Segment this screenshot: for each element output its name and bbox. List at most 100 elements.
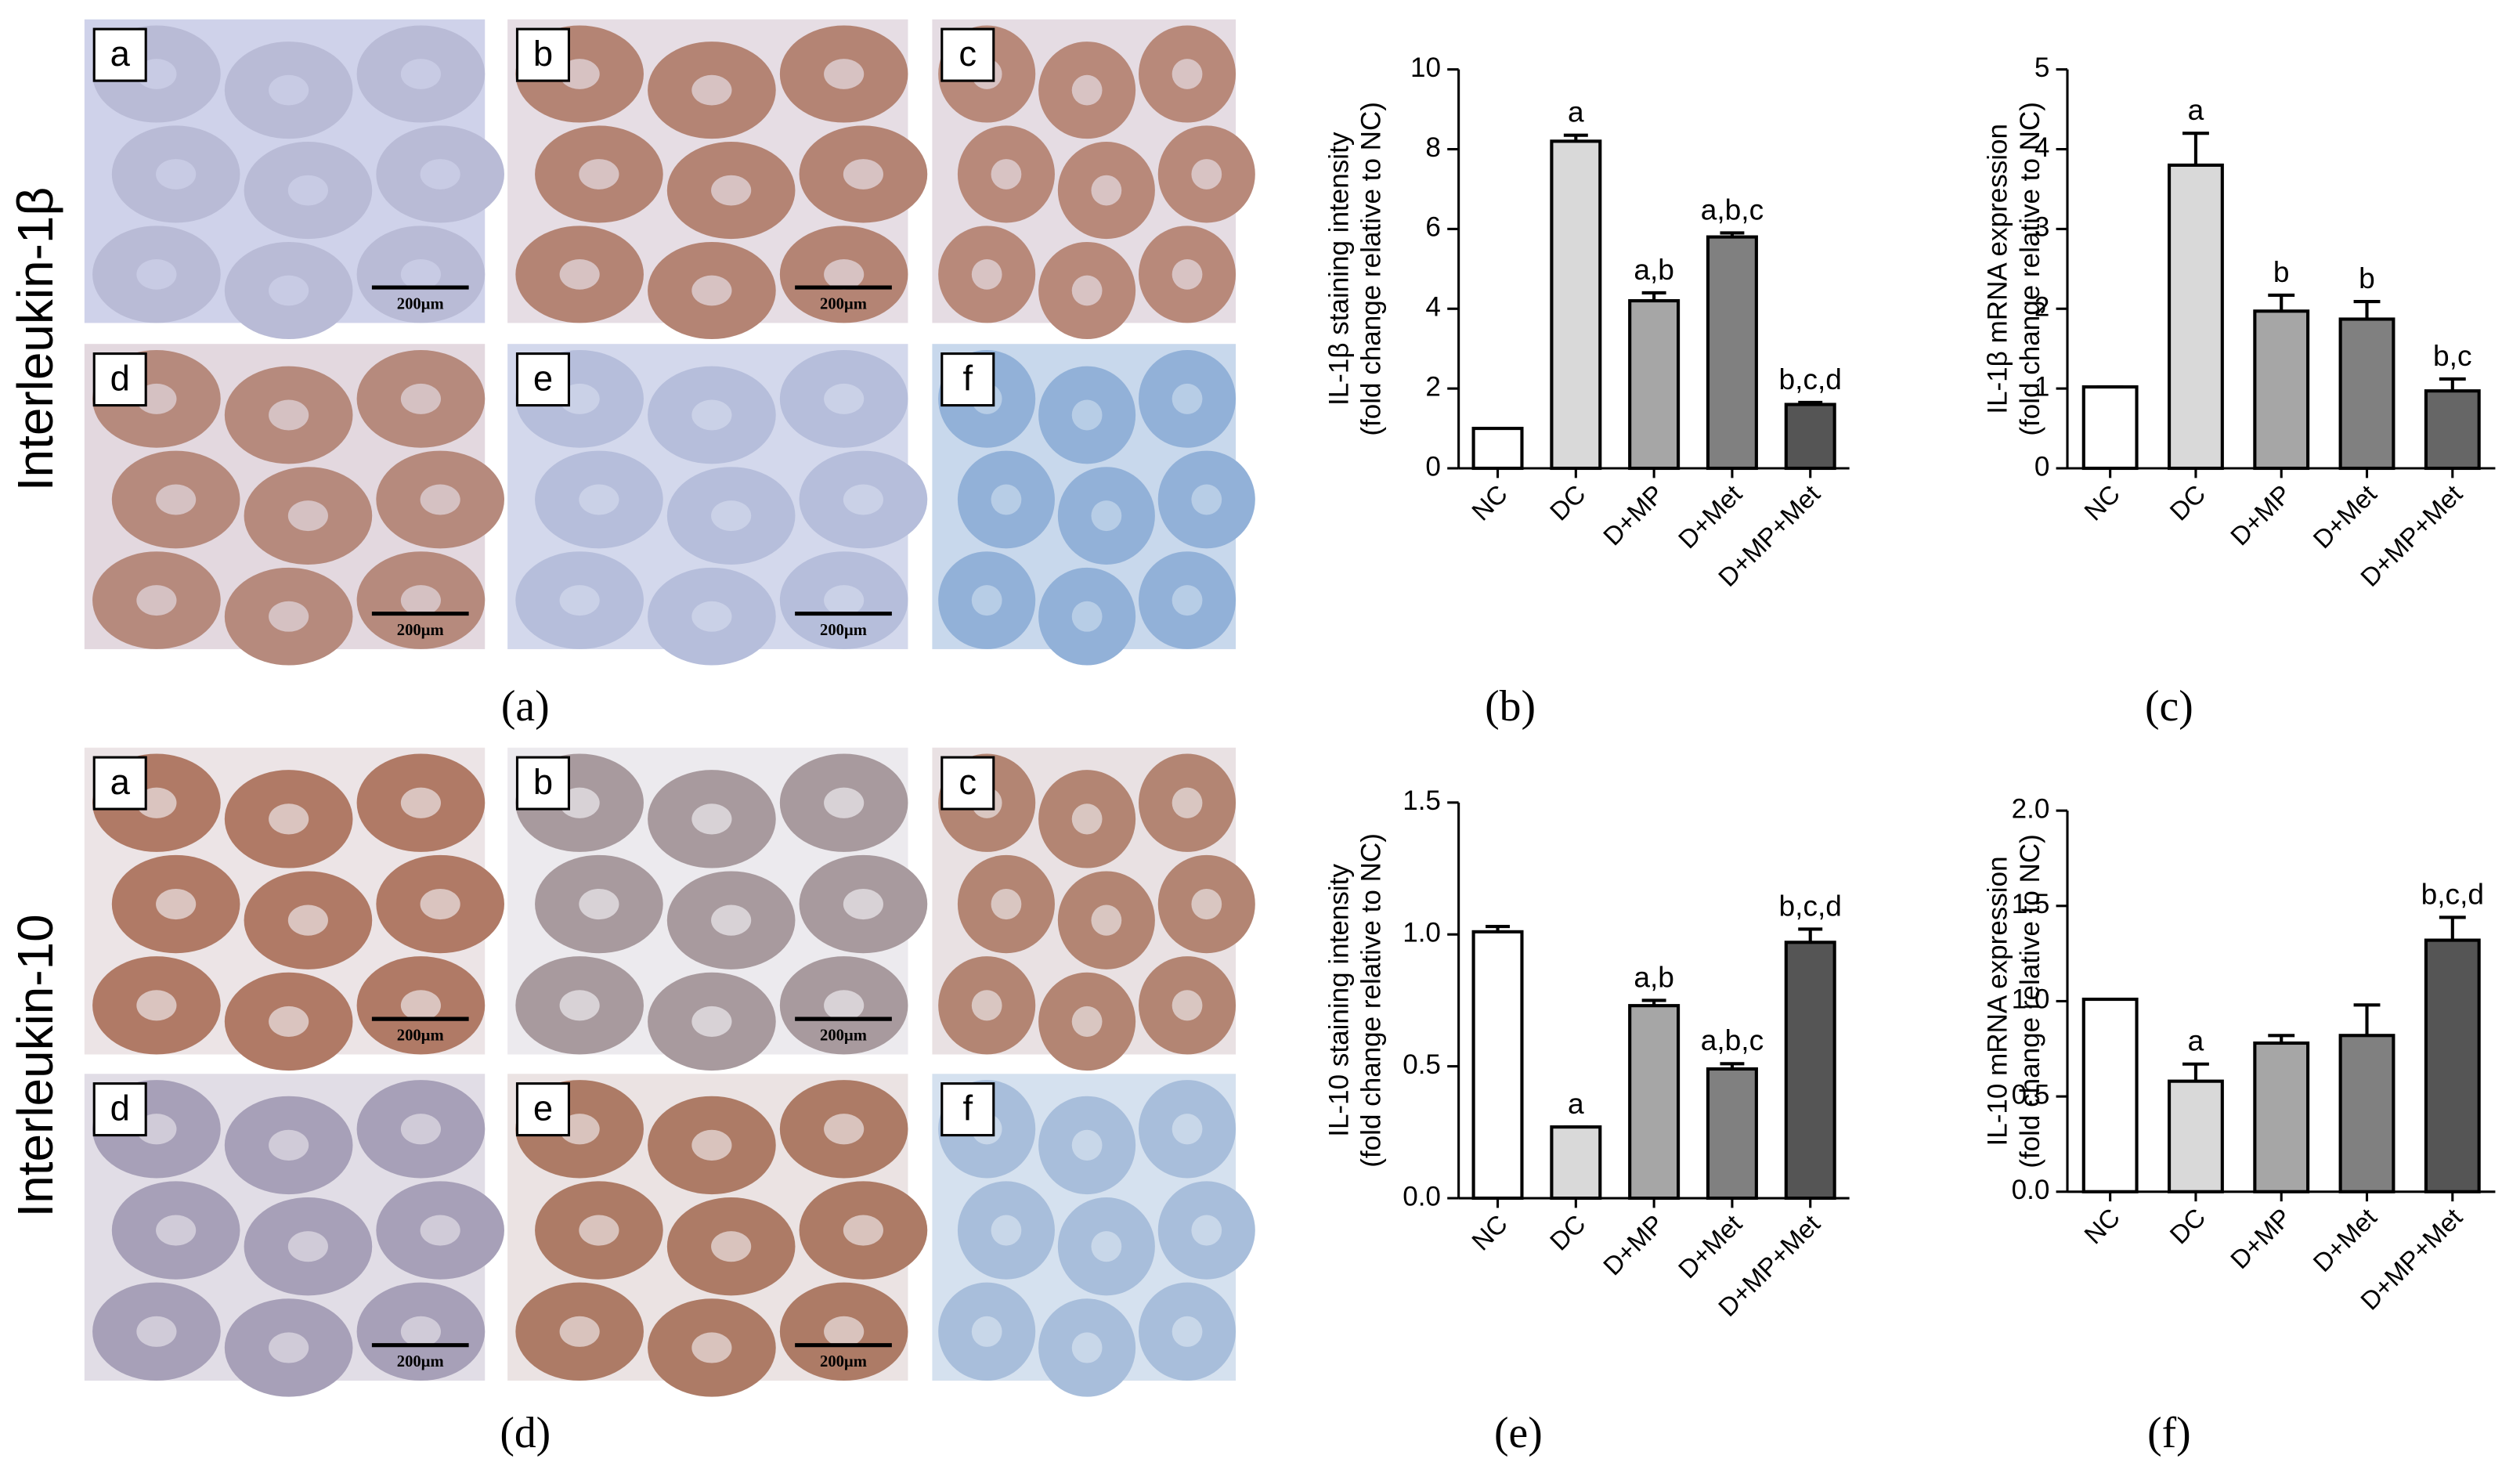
x-tick-label: D+Met: [2307, 1203, 2382, 1278]
tubule-lumen: [711, 500, 752, 532]
y-axis-label: IL-1β mRNA expression: [1983, 124, 2013, 414]
bar: [1550, 139, 1602, 471]
tubule-lumen: [400, 1316, 441, 1347]
y-tick-label: 0: [1425, 451, 1441, 482]
tubule-lumen: [1091, 500, 1122, 532]
bar: [2424, 938, 2481, 1193]
tubule-lumen: [1172, 383, 1203, 414]
tubule-lumen: [420, 1215, 460, 1246]
tubule-lumen: [156, 888, 197, 920]
tubule-lumen: [579, 888, 619, 920]
tubule-lumen: [269, 1129, 309, 1161]
tubule-lumen: [269, 601, 309, 632]
tubule-lumen: [420, 888, 460, 920]
image-letter: f: [962, 1089, 973, 1128]
tubule-lumen: [991, 159, 1022, 190]
significance-label: b,c,d: [1779, 363, 1842, 395]
y-axis-label: (fold change relative to NC): [2015, 834, 2045, 1168]
y-tick-label: 0.0: [2012, 1175, 2050, 1205]
x-tick-label: NC: [2078, 1203, 2125, 1250]
panel-caption: (a): [501, 682, 550, 731]
bar: [1550, 1125, 1602, 1201]
tubule-lumen: [1191, 484, 1222, 515]
tubule-lumen: [1191, 888, 1222, 920]
tubule-lumen: [1071, 1006, 1103, 1038]
tubule-lumen: [971, 1316, 1002, 1347]
image-letter-box: [92, 352, 147, 407]
image-letter: f: [962, 359, 973, 399]
x-tick-label: D+MP: [2225, 1203, 2297, 1275]
bar: [1706, 1067, 1758, 1201]
tubule-lumen: [824, 59, 865, 89]
tubule-lumen: [691, 74, 732, 106]
panel-caption: (c): [2145, 682, 2193, 731]
tubule-lumen: [400, 585, 441, 616]
bar: [2253, 309, 2310, 471]
y-tick-label: 2: [2034, 292, 2050, 323]
image-letter: e: [533, 1089, 553, 1128]
tubule-lumen: [1071, 399, 1103, 431]
tubule-lumen: [136, 258, 177, 290]
x-tick-label: D+MP: [1598, 479, 1670, 551]
tubule-lumen: [400, 258, 441, 290]
image-letter: b: [533, 762, 553, 802]
y-tick-label: 6: [1425, 212, 1441, 243]
tubule-lumen: [691, 399, 732, 431]
significance-label: b: [2273, 255, 2290, 288]
tubule-lumen: [287, 500, 328, 532]
tubule-lumen: [711, 904, 752, 936]
image-letter: a: [110, 34, 131, 74]
significance-label: a,b,c: [1701, 1024, 1764, 1056]
tubule-lumen: [824, 383, 865, 414]
image-letter-box: [92, 1082, 147, 1137]
y-tick-label: 5: [2034, 52, 2050, 83]
tubule-lumen: [156, 1215, 197, 1246]
bar: [1471, 426, 1524, 471]
tubule-lumen: [1191, 1215, 1222, 1246]
y-axis-label: IL-1β staining intensity: [1323, 132, 1354, 406]
x-tick-label: NC: [1466, 1209, 1513, 1256]
tubule-lumen: [1071, 275, 1103, 306]
bar: [2168, 163, 2224, 471]
significance-label: a: [1568, 1087, 1584, 1120]
tubule-lumen: [400, 1114, 441, 1145]
y-tick-label: 2: [1425, 371, 1441, 402]
x-tick-label: DC: [1544, 479, 1591, 526]
tubule-lumen: [991, 888, 1022, 920]
significance-label: a,b: [1634, 960, 1674, 993]
bar: [2081, 385, 2139, 471]
scale-bar-label: 200µm: [397, 1027, 444, 1045]
tubule-lumen: [843, 888, 883, 920]
bar: [1628, 1004, 1681, 1201]
tubule-lumen: [824, 258, 865, 290]
tubule-lumen: [1071, 601, 1103, 632]
significance-label: a,b: [1634, 253, 1674, 286]
significance-label: b,c: [2433, 339, 2472, 372]
tubule-lumen: [579, 159, 619, 190]
tubule-lumen: [136, 990, 177, 1021]
x-tick-label: D+Met: [2307, 479, 2382, 554]
tubule-lumen: [1071, 1129, 1103, 1161]
image-letter: e: [533, 359, 553, 399]
bar: [2424, 389, 2481, 471]
tubule-lumen: [1172, 1114, 1203, 1145]
image-letter: d: [110, 359, 130, 399]
y-tick-label: 0.5: [1403, 1049, 1441, 1080]
y-tick-label: 0: [2034, 451, 2050, 482]
tubule-lumen: [1172, 59, 1203, 89]
tubule-lumen: [1071, 1332, 1103, 1363]
image-letter-box: [940, 352, 995, 407]
bar: [1471, 930, 1524, 1201]
significance-label: a: [2188, 93, 2204, 126]
y-axis-label: (fold change relative to NC): [1356, 833, 1387, 1168]
tubule-lumen: [400, 787, 441, 818]
tubule-lumen: [420, 159, 460, 190]
image-letter-box: [515, 1082, 571, 1137]
tubule-lumen: [691, 275, 732, 306]
tubule-lumen: [971, 258, 1002, 290]
image-letter-box: [515, 27, 571, 82]
tubule-lumen: [991, 484, 1022, 515]
tubule-lumen: [559, 258, 600, 290]
